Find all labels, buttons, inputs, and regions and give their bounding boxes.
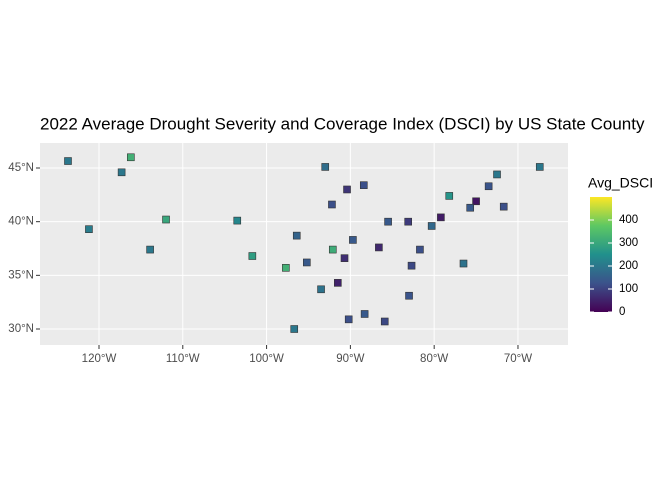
county [404, 217, 413, 226]
county [317, 285, 325, 294]
panel [40, 143, 568, 345]
colorbar-label: 400 [619, 214, 638, 226]
county [127, 153, 135, 162]
county [248, 252, 257, 260]
county [162, 215, 170, 224]
y-tick-label: 45°N [8, 162, 34, 174]
x-tick-label: 80°W [420, 353, 448, 365]
county [85, 225, 93, 233]
county [375, 243, 383, 252]
colorbar-label: 100 [619, 283, 638, 295]
county [437, 213, 445, 222]
county [484, 182, 493, 191]
colorbar-label: 200 [619, 260, 638, 272]
colorbar-label: 0 [619, 306, 625, 318]
chart-title: 2022 Average Drought Severity and Covera… [40, 114, 645, 133]
colorbar [590, 197, 612, 312]
county [282, 264, 290, 272]
county [380, 317, 389, 326]
county [427, 222, 436, 230]
county [535, 163, 544, 171]
county [328, 200, 336, 209]
county [328, 245, 337, 254]
county [405, 291, 413, 300]
county [499, 202, 508, 211]
county [321, 163, 330, 171]
x-tick-label: 110°W [166, 353, 200, 365]
county [493, 170, 501, 179]
x-tick-label: 120°W [82, 353, 117, 365]
county [117, 168, 126, 177]
y-tick-label: 30°N [8, 323, 34, 335]
y-tick-label: 40°N [8, 216, 34, 228]
county [466, 203, 475, 212]
county [344, 315, 353, 324]
county [340, 254, 349, 262]
county [349, 236, 357, 244]
colorbar-label: 300 [619, 237, 638, 249]
y-tick-label: 35°N [8, 269, 34, 281]
x-tick-label: 100°W [249, 353, 284, 365]
county [384, 217, 392, 226]
county [416, 245, 424, 254]
county [64, 157, 72, 165]
county [343, 185, 351, 194]
county [146, 245, 154, 254]
legend-title: Avg_DSCI [588, 175, 653, 191]
county [359, 181, 368, 189]
county [407, 261, 416, 270]
county [303, 258, 311, 267]
x-tick-label: 90°W [336, 353, 364, 365]
county [472, 197, 480, 206]
county [360, 310, 369, 318]
county [292, 231, 301, 240]
x-tick-label: 70°W [504, 353, 532, 365]
county [290, 325, 299, 333]
county [459, 259, 468, 268]
county [445, 192, 454, 200]
county [334, 279, 342, 287]
county [233, 216, 242, 225]
